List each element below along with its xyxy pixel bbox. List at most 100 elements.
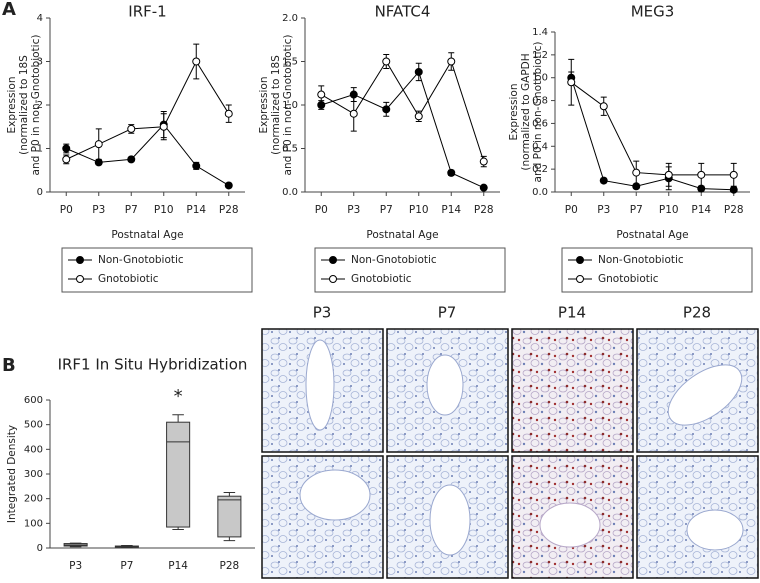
y-tick-label: 1.4	[532, 27, 548, 38]
y-tick-label: 0.2	[532, 164, 548, 175]
y-axis-label: (normalized to 18S	[18, 55, 30, 155]
y-tick-label: 2	[37, 100, 43, 111]
airway	[667, 364, 743, 426]
y-tick-label: 4	[37, 13, 43, 24]
micrograph-label: P14	[558, 304, 586, 322]
y-axis-label: (normalized to 18S	[270, 55, 282, 155]
y-axis-label: Expression	[258, 77, 270, 134]
series-line	[321, 70, 484, 189]
data-point	[729, 185, 738, 194]
data-point	[479, 157, 488, 166]
y-tick-label: 1.5	[282, 57, 298, 68]
y-axis-label: Expression	[508, 84, 520, 141]
x-tick-label: P28	[724, 204, 744, 216]
data-point	[192, 57, 201, 66]
x-axis-label: Postnatal Age	[366, 229, 438, 241]
y-tick-label: 500	[24, 420, 43, 431]
box	[166, 421, 191, 528]
x-tick-label: P0	[60, 204, 73, 216]
micrograph-label: P7	[438, 304, 457, 322]
y-tick-label: 0	[37, 187, 43, 198]
x-tick-label: P7	[120, 560, 133, 572]
data-point	[62, 144, 71, 153]
y-tick-label: 600	[24, 395, 43, 406]
x-tick-label: P3	[347, 204, 360, 216]
data-point	[414, 112, 423, 121]
legend	[561, 247, 753, 293]
y-axis-label: and P0 in non-Gnotobiotic)	[282, 35, 294, 176]
airway	[686, 509, 744, 551]
data-point	[599, 102, 608, 111]
chart-title: MEG3	[631, 3, 675, 21]
y-tick-label: 1.2	[532, 50, 548, 61]
x-tick-label: P28	[220, 560, 240, 572]
panel-label: B	[2, 355, 16, 376]
data-point	[382, 105, 391, 114]
y-tick-label: 400	[24, 444, 43, 455]
legend-marker	[576, 256, 584, 264]
x-tick-label: P0	[565, 204, 578, 216]
legend-label: Non-Gnotobiotic	[598, 254, 684, 266]
y-axis-label: Expression	[6, 77, 18, 134]
chart-title: IRF1 In Situ Hybridization	[58, 356, 248, 374]
x-tick-label: P14	[186, 204, 206, 216]
legend-label: Non-Gnotobiotic	[98, 254, 184, 266]
legend-marker	[76, 275, 84, 283]
y-tick-label: 1.0	[532, 73, 548, 84]
y-tick-label: 200	[24, 494, 43, 505]
y-tick-label: 300	[24, 469, 43, 480]
data-point	[349, 109, 358, 118]
panel-label: A	[2, 0, 16, 20]
legend-label: Gnotobiotic	[98, 273, 159, 285]
legend-marker	[329, 275, 337, 283]
micrographs: P3 P7 P14 P28	[261, 304, 759, 579]
x-tick-label: P14	[168, 560, 188, 572]
y-tick-label: 0.4	[532, 141, 548, 152]
data-point	[664, 170, 673, 179]
y-axis-label: and P0 in non-Gnotobiotic)	[532, 42, 544, 183]
data-point	[62, 155, 71, 164]
legend-marker	[329, 256, 337, 264]
data-point	[447, 57, 456, 66]
x-tick-label: P14	[691, 204, 711, 216]
data-point	[192, 161, 201, 170]
series-line	[66, 60, 230, 160]
micrograph-label: P28	[683, 304, 711, 322]
x-tick-label: P3	[69, 560, 82, 572]
data-point	[447, 168, 456, 177]
data-point	[599, 176, 608, 185]
data-point	[317, 90, 326, 99]
series-line	[570, 81, 734, 176]
x-tick-label: P10	[659, 204, 679, 216]
y-tick-label: 3	[37, 57, 43, 68]
micrograph	[511, 328, 634, 453]
data-point	[94, 158, 103, 167]
y-tick-label: 1	[37, 144, 43, 155]
micrograph-label: P3	[313, 304, 332, 322]
x-tick-label: P7	[630, 204, 643, 216]
data-point	[567, 78, 576, 87]
data-point	[224, 109, 233, 118]
airway	[426, 354, 464, 416]
y-tick-label: 0.6	[532, 118, 548, 129]
x-axis-label: Postnatal Age	[111, 229, 183, 241]
x-tick-label: P3	[597, 204, 610, 216]
legend-marker	[576, 275, 584, 283]
data-point	[94, 140, 103, 149]
x-tick-label: P0	[315, 204, 328, 216]
series-line	[66, 123, 230, 186]
x-tick-label: P7	[125, 204, 138, 216]
legend-label: Gnotobiotic	[351, 273, 412, 285]
data-point	[127, 124, 136, 133]
y-axis-label: and P0 in non-Gnotobiotic)	[30, 35, 42, 176]
chart-title: IRF-1	[128, 3, 166, 21]
data-point	[224, 181, 233, 190]
data-point	[414, 67, 423, 76]
x-tick-label: P7	[380, 204, 393, 216]
data-point	[697, 170, 706, 179]
significance-marker: *	[174, 386, 183, 407]
y-tick-label: 0.8	[532, 96, 548, 107]
chart-title: NFATC4	[375, 3, 431, 21]
y-axis-label: (normalized to GAPDH	[520, 53, 532, 170]
